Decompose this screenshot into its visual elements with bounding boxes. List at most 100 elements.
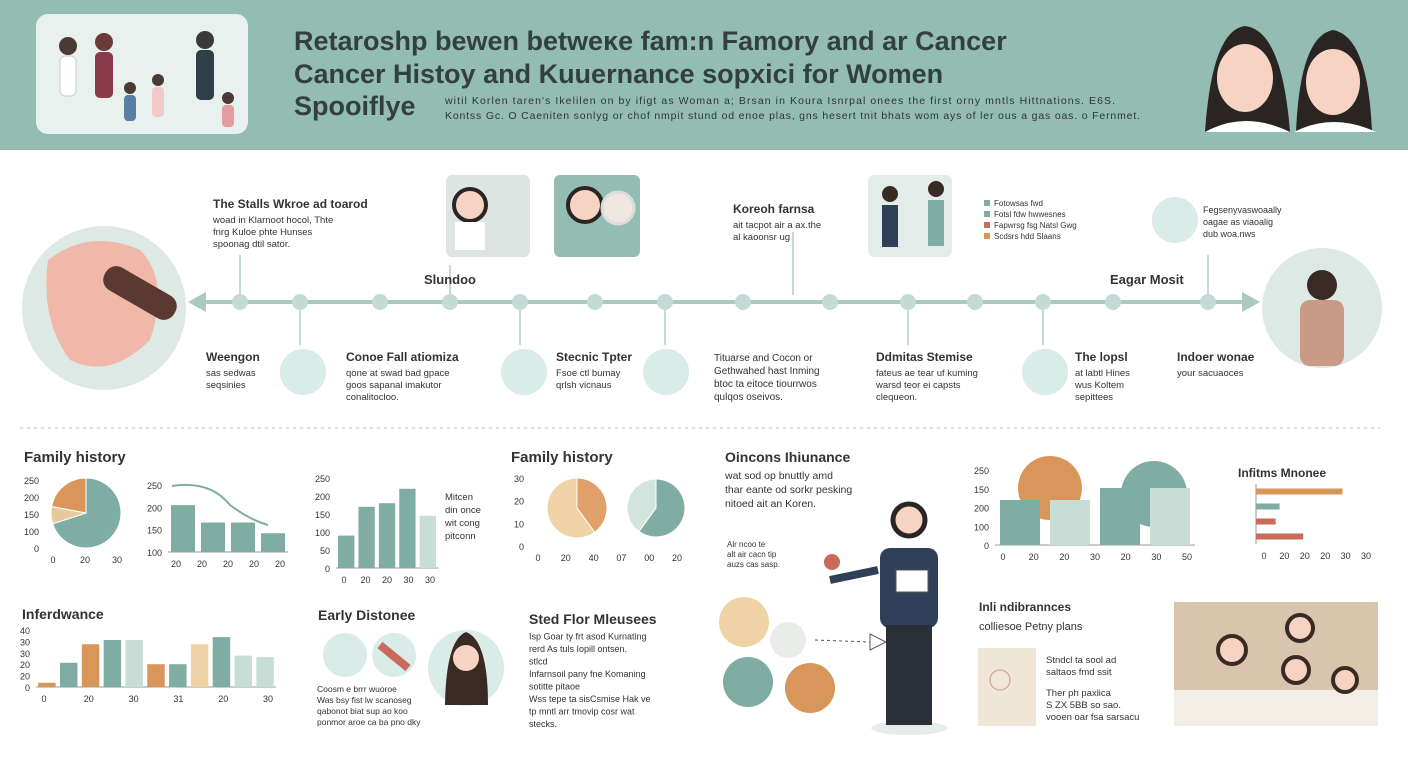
x-axis-label: 20 bbox=[1300, 551, 1310, 561]
y-axis-label: 0 bbox=[519, 542, 524, 552]
block-line: alt air cacn tip bbox=[727, 550, 777, 559]
x-axis-label: 20 bbox=[275, 559, 285, 569]
block-line: nitoed ait an Koren. bbox=[725, 498, 816, 510]
x-axis-label: 20 bbox=[360, 575, 370, 585]
y-axis-label: 20 bbox=[514, 497, 524, 507]
bar bbox=[60, 662, 78, 687]
y-axis-label: 250 bbox=[24, 476, 39, 486]
y-axis-label: 100 bbox=[315, 528, 330, 538]
x-axis-label: 50 bbox=[1182, 552, 1192, 562]
block-line: al kaoonsr ug bbox=[733, 232, 790, 243]
bar bbox=[212, 637, 231, 687]
block-line: Fsoe ctl bumay bbox=[556, 368, 621, 379]
block-heading: Indoer wonae bbox=[1177, 350, 1255, 364]
block-line: din once bbox=[445, 505, 481, 516]
bar bbox=[1256, 488, 1343, 495]
x-axis-label: 30 bbox=[263, 694, 273, 704]
block-heading: Sted Flor Mleusees bbox=[529, 611, 657, 627]
block-heading: Infitms Mnonee bbox=[1238, 466, 1326, 480]
bar bbox=[125, 639, 143, 687]
y-axis-label: 150 bbox=[974, 485, 989, 495]
x-axis-label: 20 bbox=[1029, 552, 1039, 562]
block-line: oagae as viaoalig bbox=[1203, 217, 1273, 227]
block-heading: Conoe Fall atiomiza bbox=[346, 350, 459, 364]
block-line: Wss tepe ta sisCsmise Hak ve bbox=[529, 694, 651, 704]
x-axis-label: 20 bbox=[84, 694, 94, 704]
block-line: S ZX 5BB so sao. bbox=[1046, 700, 1121, 711]
block-heading: Slundoo bbox=[424, 272, 476, 287]
block-line: Fapwrsg fsg Natsl Gwg bbox=[994, 221, 1077, 230]
block-line: goos sapanal imakutor bbox=[346, 380, 442, 391]
y-axis-label: 30 bbox=[20, 649, 30, 659]
y-axis-label: 150 bbox=[147, 526, 162, 536]
bar bbox=[1000, 500, 1040, 545]
block-line: qone at swad bad gpace bbox=[346, 368, 450, 379]
y-axis-label: 150 bbox=[24, 510, 39, 520]
bar bbox=[147, 664, 165, 687]
x-axis-label: 30 bbox=[1151, 552, 1161, 562]
bar bbox=[231, 522, 255, 552]
bar bbox=[201, 522, 225, 552]
block-line: warsd teor ei capsts bbox=[875, 380, 961, 391]
bar bbox=[378, 503, 396, 568]
block-line: qulqos oseivos. bbox=[714, 392, 783, 403]
block-line: your sacuaoces bbox=[1177, 368, 1244, 379]
y-axis-label: 200 bbox=[24, 493, 39, 503]
y-axis-label: 200 bbox=[315, 492, 330, 502]
x-axis-label: 30 bbox=[1090, 552, 1100, 562]
bar bbox=[1256, 518, 1276, 525]
block-line: woad in Klarnoot hocol, Thte bbox=[212, 215, 333, 226]
y-axis-label: 250 bbox=[974, 466, 989, 476]
block-line: Was bsy fist lw scanoseg bbox=[317, 695, 412, 705]
title-line: Cancer Histoy and Kuuernance sopxici for… bbox=[294, 59, 943, 89]
bar bbox=[419, 515, 436, 568]
y-axis-label: 250 bbox=[147, 481, 162, 491]
x-axis-label: 20 bbox=[218, 694, 228, 704]
family-figures bbox=[59, 31, 234, 127]
x-axis-label: 0 bbox=[1000, 552, 1005, 562]
block-line: sepittees bbox=[1075, 392, 1113, 403]
x-axis-label: 30 bbox=[403, 575, 413, 585]
block-heading: Inli ndibrannces bbox=[979, 600, 1071, 614]
block-heading: Stecnic Tpter bbox=[556, 350, 632, 364]
block-line: wit cong bbox=[444, 518, 480, 529]
block-line: colliesoe Petny plans bbox=[979, 621, 1083, 633]
block-line: Stndcl ta sool ad bbox=[1046, 655, 1116, 666]
x-axis-label: 30 bbox=[129, 694, 139, 704]
x-axis-label: 20 bbox=[561, 553, 571, 563]
block-heading: Oincons Ihiunance bbox=[725, 449, 850, 465]
x-axis-label: 30 bbox=[425, 575, 435, 585]
block-line: sas sedwas bbox=[206, 368, 256, 379]
x-axis-label: 20 bbox=[223, 559, 233, 569]
x-axis-label: 20 bbox=[80, 555, 90, 565]
block-line: tp mntl arr tmovip cosr wat bbox=[529, 707, 635, 717]
block-line: pitconn bbox=[445, 531, 476, 542]
y-axis-label: 100 bbox=[147, 548, 162, 558]
block-line: Coosm e brrr wuoroe bbox=[317, 684, 397, 694]
title-line: Retaroshp bewen betweĸe fam:n Famory and… bbox=[294, 26, 1007, 56]
x-axis-label: 0 bbox=[50, 555, 55, 565]
block-line: fateus ae tear uf kuming bbox=[876, 368, 978, 379]
block-heading: Family history bbox=[511, 449, 613, 466]
pie-slice bbox=[546, 477, 596, 539]
x-axis-label: 20 bbox=[1121, 552, 1131, 562]
block-line: rerd As tuls Iopill ontsen. bbox=[529, 644, 627, 654]
bar bbox=[1256, 503, 1280, 510]
block-line: Fotowsas fwd bbox=[994, 199, 1043, 208]
y-axis-label: 250 bbox=[315, 474, 330, 484]
block-heading: The Stalls Wkroe ad toarod bbox=[213, 197, 368, 211]
block-line: Tituarse and Cocon or bbox=[714, 353, 813, 364]
bar bbox=[190, 644, 209, 687]
block-line: ponmor aroe ca ba pno dky bbox=[317, 717, 421, 727]
bar bbox=[38, 682, 56, 687]
y-axis-label: 200 bbox=[974, 504, 989, 514]
x-axis-label: 0 bbox=[341, 575, 346, 585]
block-line: seqsinies bbox=[206, 380, 246, 391]
block-line: auzs cas sasp. bbox=[727, 560, 780, 569]
y-axis-label: 30 bbox=[20, 637, 30, 647]
y-axis-label: 30 bbox=[514, 474, 524, 484]
block-heading: Family history bbox=[24, 449, 126, 466]
title-line: Spooiflye bbox=[294, 91, 416, 121]
block-heading: Inferdwance bbox=[22, 606, 104, 622]
